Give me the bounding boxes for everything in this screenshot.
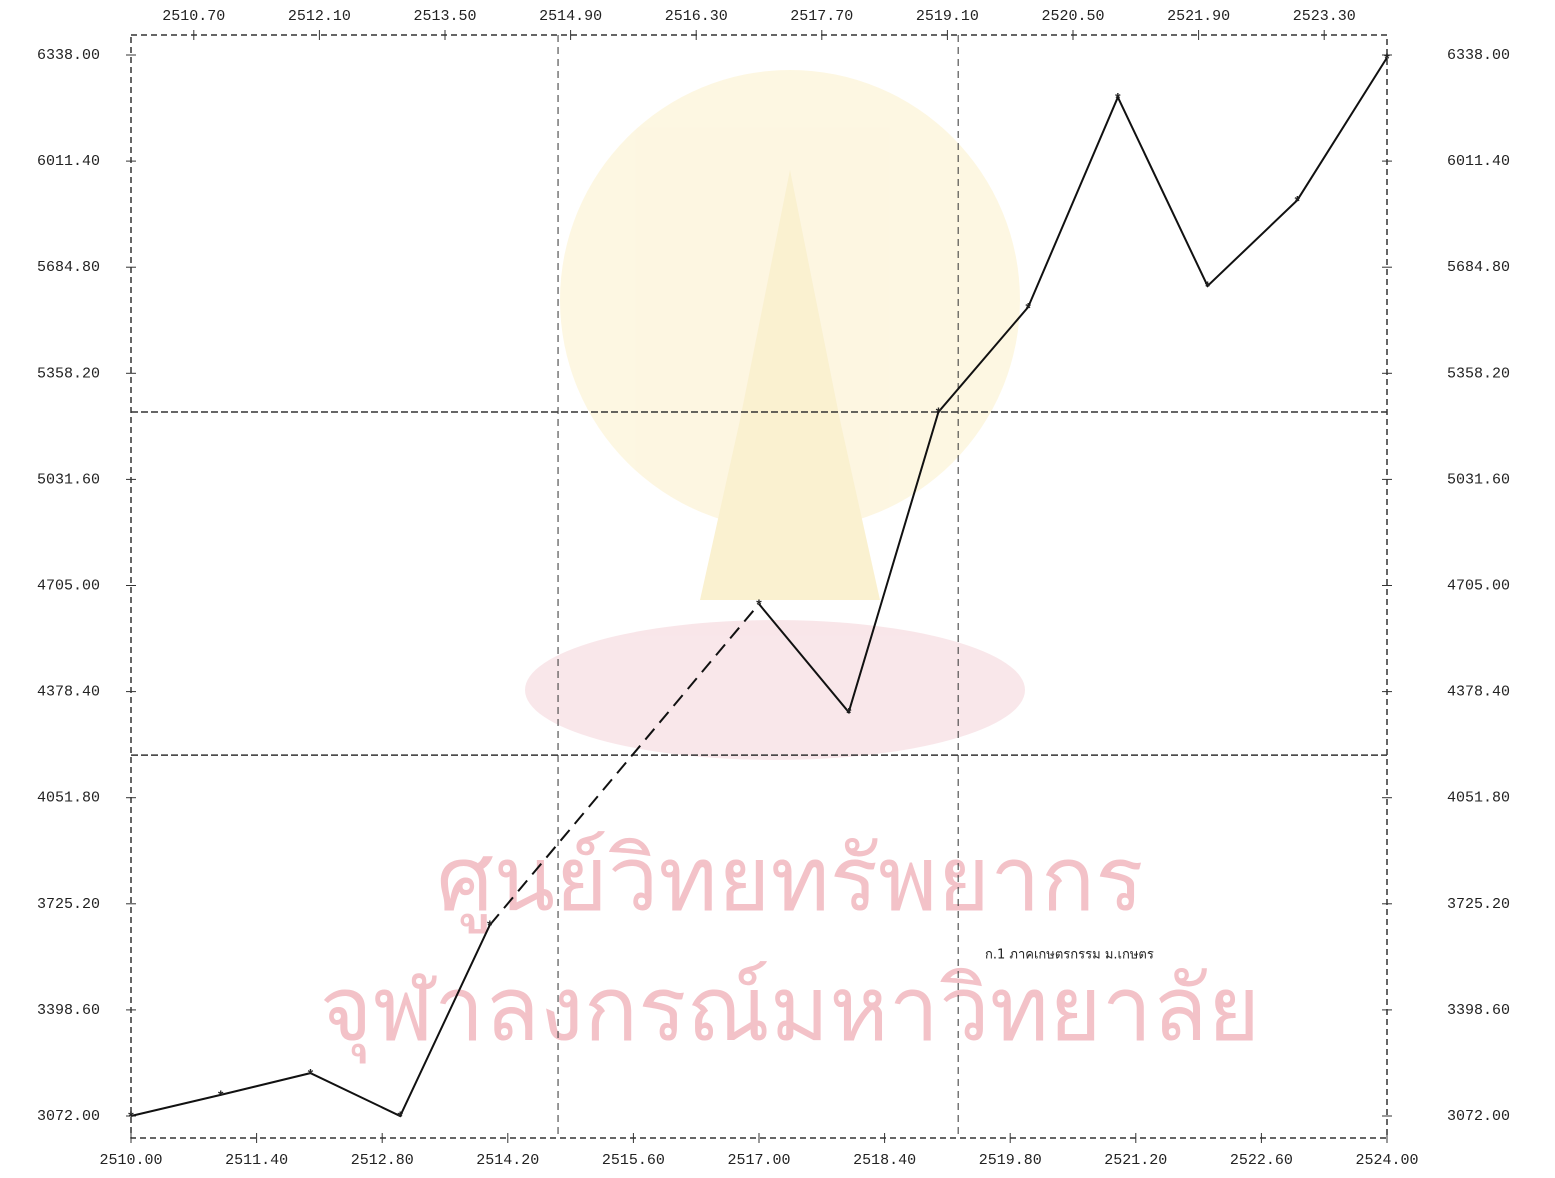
x2-tick-label: 2520.50	[1041, 8, 1104, 25]
x2-tick-label: 2512.10	[288, 8, 351, 25]
x-tick-label: 2512.80	[351, 1152, 414, 1169]
y-tick-label: 4705.00	[37, 577, 100, 594]
x-tick-label: 2522.60	[1230, 1152, 1293, 1169]
point-marker: *	[934, 407, 942, 423]
point-marker: *	[1114, 92, 1122, 108]
watermark: จุฬาลงกรณ์มหาวิทยาลัย	[320, 957, 1260, 1064]
line	[130, 924, 491, 1118]
x-tick-label: 2511.40	[225, 1152, 288, 1169]
x-tick-label: 2519.80	[979, 1152, 1042, 1169]
y-tick-label: 6338.00	[37, 47, 100, 64]
y2-tick-label: 4378.40	[1447, 684, 1510, 701]
y2-tick-label: 3072.00	[1447, 1108, 1510, 1125]
x2-tick-label: 2523.30	[1293, 8, 1356, 25]
watermark: ศูนย์วิทยทรัพยากร	[436, 827, 1143, 934]
gap-line	[489, 603, 760, 926]
point-marker: *	[127, 1111, 135, 1127]
x-tick-label: 2518.40	[853, 1152, 916, 1169]
x2-tick-label: 2516.30	[665, 8, 728, 25]
emblem-base	[525, 620, 1025, 760]
y2-tick-label: 4051.80	[1447, 790, 1510, 807]
point-marker: *	[1293, 195, 1301, 211]
y-tick-label: 3072.00	[37, 1108, 100, 1125]
y2-tick-label: 3398.60	[1447, 1002, 1510, 1019]
point-marker: *	[306, 1068, 314, 1084]
x-tick-label: 2521.20	[1104, 1152, 1167, 1169]
y-tick-label: 5684.80	[37, 259, 100, 276]
y2-tick-label: 5031.60	[1447, 471, 1510, 488]
point-marker: *	[486, 920, 494, 936]
y2-tick-label: 6011.40	[1447, 153, 1510, 170]
x-tick-label: 2515.60	[602, 1152, 665, 1169]
x-tick-label: 2517.00	[727, 1152, 790, 1169]
y-tick-label: 3398.60	[37, 1002, 100, 1019]
x2-tick-label: 2513.50	[413, 8, 476, 25]
emblem-rays	[560, 70, 1020, 530]
emblem	[525, 70, 1025, 760]
y-tick-label: 5358.20	[37, 365, 100, 382]
point-marker: *	[1203, 281, 1211, 297]
point-marker: *	[396, 1111, 404, 1127]
x2-tick-label: 2517.70	[790, 8, 853, 25]
point-marker: *	[845, 707, 853, 723]
line	[758, 57, 1388, 715]
y2-tick-label: 4705.00	[1447, 577, 1510, 594]
point-marker: *	[217, 1090, 225, 1106]
y2-tick-label: 5358.20	[1447, 365, 1510, 382]
point-marker: *	[755, 599, 763, 615]
point-marker: *	[1024, 302, 1032, 318]
x-tick-label: 2524.00	[1355, 1152, 1418, 1169]
x2-tick-label: 2510.70	[162, 8, 225, 25]
y-tick-label: 4051.80	[37, 790, 100, 807]
point-marker: *	[1383, 52, 1391, 68]
emblem-shape	[700, 170, 880, 600]
y-tick-label: 4378.40	[37, 684, 100, 701]
y-tick-label: 6011.40	[37, 153, 100, 170]
y-tick-label: 3725.20	[37, 896, 100, 913]
x2-tick-label: 2521.90	[1167, 8, 1230, 25]
x-tick-label: 2510.00	[99, 1152, 162, 1169]
y-tick-label: 5031.60	[37, 471, 100, 488]
y2-tick-label: 3725.20	[1447, 896, 1510, 913]
y2-tick-label: 5684.80	[1447, 259, 1510, 276]
x2-tick-label: 2514.90	[539, 8, 602, 25]
x2-tick-label: 2519.10	[916, 8, 979, 25]
x-tick-label: 2514.20	[476, 1152, 539, 1169]
y2-tick-label: 6338.00	[1447, 47, 1510, 64]
annotation: ก.1 ภาคเกษตรกรรม ม.เกษตร	[985, 948, 1154, 963]
